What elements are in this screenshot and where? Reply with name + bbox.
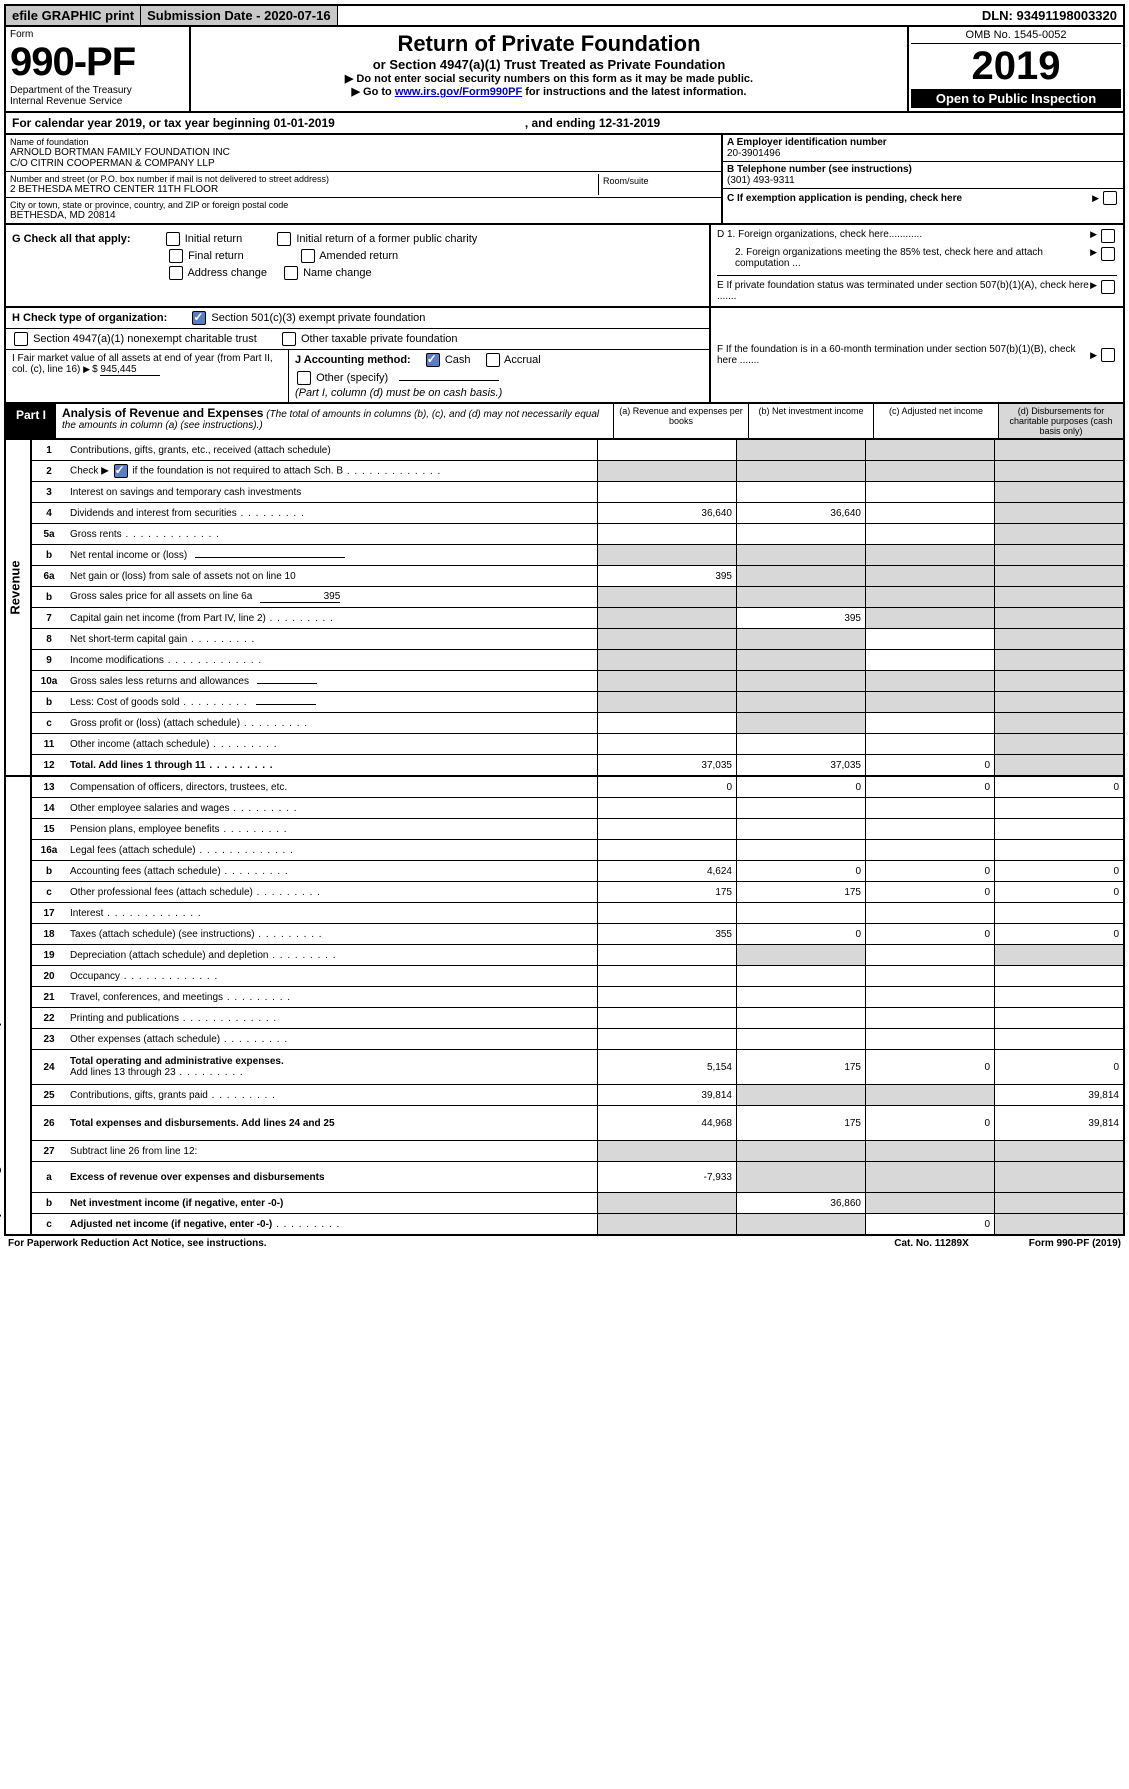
- chk-accrual[interactable]: [486, 353, 500, 367]
- addr-label: Number and street (or P.O. box number if…: [10, 174, 598, 184]
- form-label: Form: [10, 29, 185, 40]
- phone-value: (301) 493-9311: [727, 175, 1119, 186]
- section-g-d-e: G Check all that apply: Initial return I…: [4, 225, 1125, 308]
- street-address: 2 BETHESDA METRO CENTER 11TH FLOOR: [10, 184, 598, 195]
- paperwork-notice: For Paperwork Reduction Act Notice, see …: [8, 1238, 267, 1249]
- col-a-head: (a) Revenue and expenses per books: [613, 404, 748, 438]
- efile-print-button[interactable]: efile GRAPHIC print: [6, 6, 141, 25]
- chk-schb[interactable]: [114, 464, 128, 478]
- submission-date: Submission Date - 2020-07-16: [141, 6, 338, 25]
- form-subtitle: or Section 4947(a)(1) Trust Treated as P…: [195, 57, 903, 72]
- chk-cash[interactable]: [426, 353, 440, 367]
- form-number: 990-PF: [10, 40, 185, 85]
- col-d-head: (d) Disbursements for charitable purpose…: [998, 404, 1123, 438]
- chk-amended[interactable]: [301, 249, 315, 263]
- chk-d1[interactable]: [1101, 229, 1115, 243]
- omb-number: OMB No. 1545-0052: [911, 29, 1121, 44]
- city-label: City or town, state or province, country…: [10, 200, 717, 210]
- exemption-label: C If exemption application is pending, c…: [727, 193, 1092, 204]
- page-footer: For Paperwork Reduction Act Notice, see …: [4, 1236, 1125, 1251]
- f-label: F If the foundation is in a 60-month ter…: [717, 344, 1090, 366]
- instr-link: ▶ Go to www.irs.gov/Form990PF for instru…: [195, 85, 903, 98]
- chk-501c3[interactable]: [192, 311, 206, 325]
- chk-initial-former[interactable]: [277, 232, 291, 246]
- cat-no: Cat. No. 11289X: [894, 1238, 968, 1249]
- exemption-checkbox[interactable]: [1103, 191, 1117, 205]
- chk-name-change[interactable]: [284, 266, 298, 280]
- chk-final[interactable]: [169, 249, 183, 263]
- phone-label: B Telephone number (see instructions): [727, 164, 1119, 175]
- part1-tab: Part I: [6, 404, 56, 438]
- d2-label: 2. Foreign organizations meeting the 85%…: [717, 247, 1090, 269]
- expenses-side-label: Operating and Administrative Expenses: [0, 982, 1, 1228]
- chk-other-tax[interactable]: [282, 332, 296, 346]
- part1-header: Part I Analysis of Revenue and Expenses …: [4, 404, 1125, 440]
- entity-info: Name of foundation ARNOLD BORTMAN FAMILY…: [4, 135, 1125, 225]
- j-note: (Part I, column (d) must be on cash basi…: [295, 387, 703, 399]
- col-b-head: (b) Net investment income: [748, 404, 873, 438]
- chk-e[interactable]: [1101, 280, 1115, 294]
- tax-year: 2019: [911, 44, 1121, 89]
- col-c-head: (c) Adjusted net income: [873, 404, 998, 438]
- expenses-table: Operating and Administrative Expenses 13…: [4, 777, 1125, 1236]
- fmv-value: 945,445: [100, 364, 160, 376]
- calendar-year-row: For calendar year 2019, or tax year begi…: [4, 113, 1125, 135]
- e-label: E If private foundation status was termi…: [717, 280, 1090, 302]
- foundation-co: C/O CITRIN COOPERMAN & COMPANY LLP: [10, 158, 717, 169]
- chk-addr-change[interactable]: [169, 266, 183, 280]
- form-header: Form 990-PF Department of the Treasury I…: [4, 27, 1125, 113]
- revenue-side-label: Revenue: [8, 560, 23, 614]
- suite-label: Room/suite: [603, 176, 713, 186]
- section-h-i-j-f: H Check type of organization: Section 50…: [4, 308, 1125, 404]
- chk-initial[interactable]: [166, 232, 180, 246]
- form-title: Return of Private Foundation: [195, 31, 903, 57]
- ein-value: 20-3901496: [727, 148, 1119, 159]
- city-state-zip: BETHESDA, MD 20814: [10, 210, 717, 221]
- irs-label: Internal Revenue Service: [10, 96, 185, 107]
- name-label: Name of foundation: [10, 137, 717, 147]
- chk-other-spec[interactable]: [297, 371, 311, 385]
- chk-f[interactable]: [1101, 348, 1115, 362]
- irs-link[interactable]: www.irs.gov/Form990PF: [395, 86, 522, 98]
- dept-label: Department of the Treasury: [10, 85, 185, 96]
- revenue-table: Revenue 1Contributions, gifts, grants, e…: [4, 440, 1125, 777]
- foundation-name: ARNOLD BORTMAN FAMILY FOUNDATION INC: [10, 147, 717, 158]
- dln: DLN: 93491198003320: [976, 6, 1123, 25]
- ein-label: A Employer identification number: [727, 137, 1119, 148]
- instr-ssn: ▶ Do not enter social security numbers o…: [195, 72, 903, 85]
- top-bar: efile GRAPHIC print Submission Date - 20…: [4, 4, 1125, 27]
- form-ref: Form 990-PF (2019): [1029, 1238, 1121, 1249]
- chk-d2[interactable]: [1101, 247, 1115, 261]
- open-public: Open to Public Inspection: [911, 89, 1121, 108]
- d1-label: D 1. Foreign organizations, check here..…: [717, 229, 1090, 243]
- chk-4947[interactable]: [14, 332, 28, 346]
